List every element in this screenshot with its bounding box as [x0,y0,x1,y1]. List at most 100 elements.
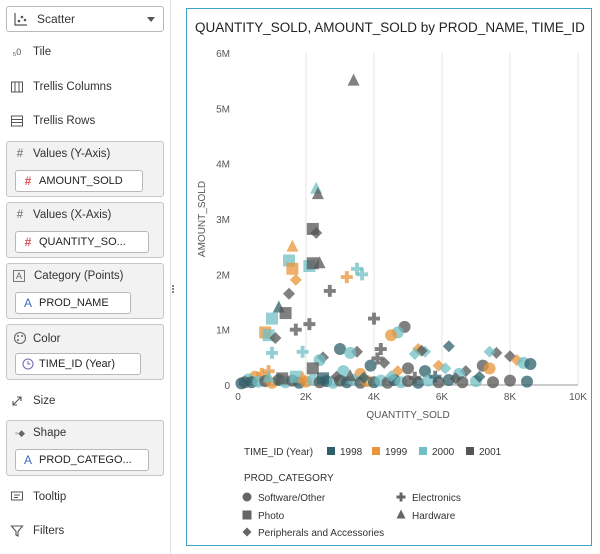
data-point[interactable] [429,370,442,383]
data-point[interactable] [303,318,316,331]
legend-swatch-1998[interactable] [327,447,335,455]
shape-legend-label: Hardware [412,511,456,522]
data-point[interactable] [340,271,353,284]
data-point[interactable] [286,239,299,252]
legend-shape-diamond[interactable] [242,527,252,537]
panel-resize-handle[interactable] [172,285,175,295]
data-point[interactable] [385,329,397,342]
data-point[interactable] [374,343,387,356]
data-point[interactable] [408,371,421,384]
data-point[interactable] [296,370,309,383]
data-point[interactable] [419,365,431,378]
category-icon: A [13,270,25,282]
data-point[interactable] [439,362,452,375]
legend-swatch-2000[interactable] [419,447,427,455]
data-point[interactable] [344,369,357,382]
data-point[interactable] [266,346,278,359]
data-point[interactable] [402,362,414,375]
shape-group[interactable]: ◦◆ Shape A PROD_CATEGO... [6,420,164,476]
data-point[interactable] [487,376,499,389]
legend-shape-plus[interactable] [396,492,406,502]
data-point[interactable] [483,345,496,358]
chart-type-dropdown[interactable]: Scatter [6,6,164,32]
data-point[interactable] [483,362,496,375]
data-point[interactable] [368,312,380,325]
values-y-axis-group[interactable]: # Values (Y-Axis) # AMOUNT_SOLD [6,141,164,197]
filter-icon [10,525,24,537]
amount-sold-pill[interactable]: # AMOUNT_SOLD [15,170,143,192]
trellis-columns-label: Trellis Columns [33,81,112,93]
data-point[interactable] [356,268,369,281]
data-point[interactable] [306,362,319,375]
legend-label-1998: 1998 [340,447,363,458]
data-point[interactable] [266,312,278,325]
data-point[interactable] [385,370,397,383]
category-points-group[interactable]: A Category (Points) A PROD_NAME [6,263,164,319]
scatter-chart-panel[interactable]: QUANTITY_SOLD, AMOUNT_SOLD by PROD_NAME,… [186,8,592,546]
data-point[interactable] [449,372,462,385]
data-point[interactable] [310,226,323,239]
data-point[interactable] [473,370,486,383]
data-point[interactable] [334,343,346,356]
data-point[interactable] [391,365,404,378]
scatter-chart[interactable]: 0 2K 4K 6K 8K 10K 0 1M 2M 3M 4M 5M 6M QUANTITY_SOLD AM… [187,9,591,545]
data-point[interactable] [276,372,289,385]
data-point[interactable] [504,374,516,387]
data-point[interactable] [408,348,421,361]
scatter-chart-icon [14,13,27,26]
hash-icon: # [16,209,24,221]
visualization-grammar-panel: Scatter ₅0 Tile Trellis Columns Trellis … [0,0,171,554]
data-point[interactable] [371,352,384,365]
prod-category-pill[interactable]: A PROD_CATEGO... [15,449,149,471]
legend-swatch-1999[interactable] [372,447,380,455]
data-point[interactable] [323,284,336,297]
x-axis-title: QUANTITY_SOLD [366,410,449,421]
y-tick-label: 3M [216,215,230,226]
data-point[interactable] [524,357,537,370]
data-point[interactable] [289,273,302,286]
data-point[interactable] [311,187,324,200]
values-y-axis-label: Values (Y-Axis) [33,148,111,160]
legend-shape-triangle[interactable] [396,509,406,519]
data-point[interactable] [286,262,299,275]
legend-swatch-2001[interactable] [466,447,474,455]
prod-name-pill[interactable]: A PROD_NAME [15,292,131,314]
legend-shape-circle[interactable] [242,492,252,502]
tooltip-icon [11,491,23,501]
data-point[interactable] [344,346,357,359]
data-point[interactable] [269,331,282,344]
clock-icon [22,358,34,370]
color-legend-title: TIME_ID (Year) [244,447,313,458]
x-tick-label: 10K [569,392,587,403]
resize-arrow-icon [12,396,22,406]
time-id-year-pill[interactable]: TIME_ID (Year) [15,353,141,375]
data-point[interactable] [357,371,370,384]
data-point[interactable] [255,367,268,380]
color-group[interactable]: Color TIME_ID (Year) [6,324,164,380]
values-x-axis-group[interactable]: # Values (X-Axis) # QUANTITY_SO... [6,202,164,258]
data-point[interactable] [442,340,455,353]
quantity-sold-pill[interactable]: # QUANTITY_SO... [15,231,149,253]
prod-category-pill-label: PROD_CATEGO... [39,454,132,466]
data-point[interactable] [337,365,350,378]
data-point[interactable] [262,370,275,383]
chevron-down-icon[interactable] [147,17,155,22]
data-point[interactable] [330,370,343,383]
data-point[interactable] [289,323,302,336]
data-point[interactable] [378,356,391,369]
data-point[interactable] [521,375,533,388]
data-point[interactable] [317,372,329,385]
data-point[interactable] [279,307,292,320]
legend-shape-square[interactable] [242,510,252,520]
columns-icon [11,81,23,93]
chart-type-label: Scatter [37,12,76,26]
data-point[interactable] [283,287,295,300]
data-point[interactable] [347,73,360,86]
data-point[interactable] [235,377,248,390]
data-point[interactable] [306,257,319,270]
data-point[interactable] [364,359,377,372]
prod-name-pill-label: PROD_NAME [39,297,109,309]
data-point[interactable] [296,345,309,358]
tile-label: Tile [33,46,52,58]
data-point[interactable] [351,262,363,275]
